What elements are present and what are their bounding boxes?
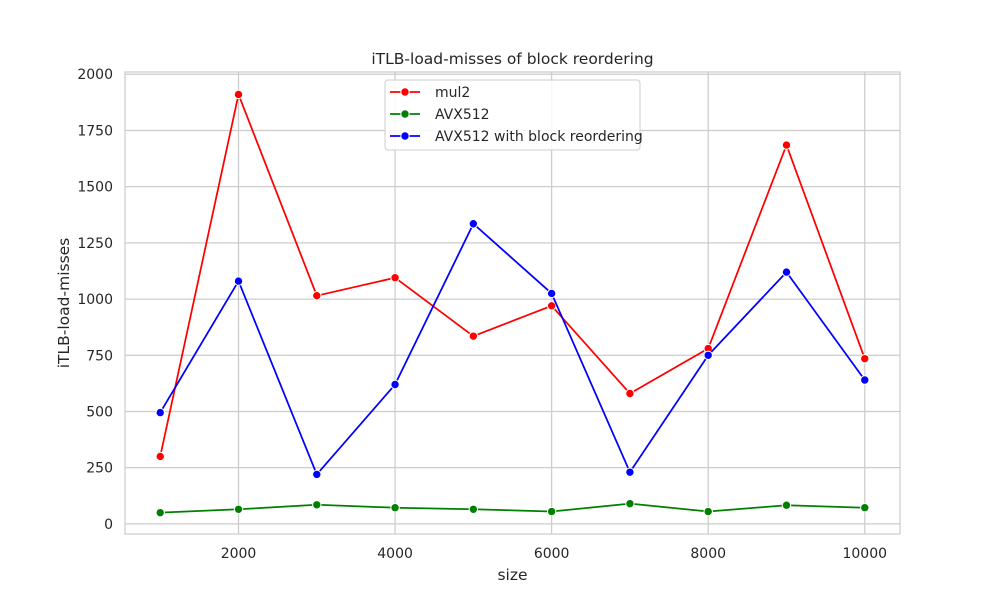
y-tick-label: 0 — [104, 517, 113, 533]
data-point — [468, 219, 479, 229]
data-point — [781, 140, 792, 150]
data-point — [546, 506, 557, 517]
series-layer — [155, 89, 870, 518]
y-axis-label: iTLB-load-misses — [55, 238, 73, 369]
legend-swatch-marker — [400, 131, 410, 141]
legend-swatch-marker — [400, 87, 410, 97]
legend-box — [384, 79, 641, 151]
data-point — [546, 288, 557, 299]
data-point — [233, 276, 244, 286]
y-tick-label: 1750 — [77, 123, 113, 139]
legend: mul2 AVX512 AVX512 with block reordering — [384, 79, 643, 151]
data-point — [703, 350, 713, 360]
data-point — [625, 467, 635, 477]
data-point — [860, 353, 870, 364]
y-tick-label: 500 — [86, 404, 113, 420]
data-point — [625, 388, 635, 399]
y-tick-label: 750 — [86, 348, 113, 364]
data-point — [468, 504, 479, 514]
legend-label: AVX512 with block reordering — [435, 129, 643, 145]
legend-entry: mul2 — [390, 85, 470, 101]
y-tick-label: 1000 — [77, 292, 113, 308]
data-point — [703, 506, 713, 517]
data-point — [312, 469, 322, 480]
data-point — [390, 379, 400, 390]
x-tick-label: 8000 — [690, 546, 726, 562]
series-line — [159, 93, 866, 457]
data-point — [312, 290, 322, 301]
legend-label: AVX512 — [435, 107, 490, 123]
data-point — [546, 301, 557, 311]
data-point — [155, 407, 165, 418]
x-tick-label: 6000 — [534, 546, 570, 562]
x-tick-label: 10000 — [842, 546, 887, 562]
data-point — [468, 331, 479, 341]
y-tick-label: 1250 — [77, 236, 113, 252]
legend-label: mul2 — [435, 85, 470, 101]
x-axis-label: size — [497, 566, 527, 584]
plot-frame — [124, 71, 901, 535]
legend-entry: AVX512 with block reordering — [390, 129, 643, 145]
data-point — [155, 507, 165, 518]
x-tick-label: 2000 — [221, 546, 257, 562]
data-point — [233, 504, 244, 514]
series-line — [159, 222, 866, 476]
legend-entry: AVX512 — [390, 107, 490, 123]
data-point — [781, 267, 792, 277]
data-point — [860, 502, 870, 513]
data-point — [155, 451, 165, 462]
series-2 — [155, 219, 870, 480]
legend-swatch-marker — [400, 109, 410, 119]
series-0 — [155, 89, 870, 462]
data-point — [781, 500, 792, 510]
data-point — [312, 500, 322, 510]
x-tick-label: 4000 — [377, 546, 413, 562]
series-1 — [155, 498, 870, 518]
data-point — [233, 89, 244, 100]
data-point — [390, 502, 400, 513]
y-tick-label: 250 — [86, 461, 113, 477]
series-line — [160, 502, 865, 514]
data-point — [390, 273, 400, 283]
data-point — [860, 375, 870, 385]
data-point — [625, 498, 635, 509]
tick-labels: 2000 4000 6000 8000 10000 0 250 500 750 1000 1250 1… — [77, 67, 887, 562]
y-tick-label: 2000 — [77, 67, 113, 83]
chart-title: iTLB-load-misses of block reordering — [371, 50, 653, 68]
y-tick-label: 1500 — [77, 180, 113, 196]
